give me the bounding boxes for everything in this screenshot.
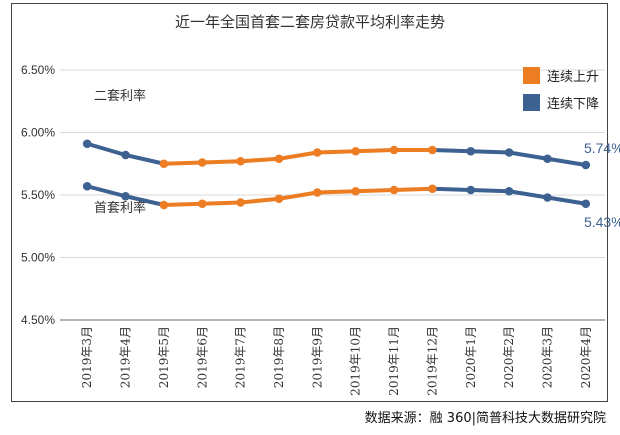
second-home-rate-point (389, 145, 399, 155)
second-home-rate-point (197, 158, 207, 167)
second-home-rate-segment (238, 156, 281, 164)
first-home-rate-point (236, 198, 245, 207)
second-home-rate-segment (200, 159, 243, 165)
first-home-rate-segment (85, 184, 128, 199)
first-home-rate-point (581, 199, 591, 209)
first-home-rate-point (82, 181, 92, 191)
series-label-second-home: 二套利率 (94, 88, 146, 104)
source-note: 数据来源：融 360|简普科技大数据研究院 (364, 411, 606, 426)
first-home-rate-point (428, 184, 437, 194)
x-tick-label: 2019年3月 (80, 326, 94, 388)
x-tick-label: 2020年3月 (540, 326, 554, 388)
legend-label: 连续上升 (547, 69, 599, 85)
second-home-rate-point (504, 148, 514, 157)
first-home-rate-segment (545, 195, 588, 206)
first-home-rate-segment (200, 200, 243, 206)
y-tick-label: 5.50% (21, 188, 55, 202)
x-tick-label: 2019年10月 (349, 326, 363, 396)
series-label-first-home: 首套利率 (94, 200, 146, 216)
second-home-rate-segment (276, 150, 320, 161)
second-home-rate-point (313, 148, 322, 157)
second-home-rate-segment (430, 148, 473, 154)
chart-frame (11, 3, 608, 402)
y-tick-label: 6.50% (21, 63, 55, 77)
second-home-rate-point (274, 154, 284, 164)
x-tick-label: 2019年8月 (272, 326, 286, 388)
second-home-rate-segment (161, 160, 205, 166)
first-home-rate-point (504, 186, 514, 196)
first-home-rate-point (543, 193, 552, 202)
second-home-rate-point (543, 154, 552, 164)
y-tick-label: 5.00% (21, 251, 55, 265)
x-tick-label: 2019年11月 (387, 326, 401, 396)
first-home-rate-segment (430, 186, 473, 192)
x-tick-label: 2019年12月 (425, 326, 439, 396)
x-tick-label: 2019年4月 (119, 326, 133, 388)
second-home-rate-point (236, 156, 245, 166)
first-home-rate-segment (392, 186, 435, 192)
second-home-rate-point (428, 145, 437, 155)
first-home-rate-point (351, 186, 360, 196)
first-home-rate-segment (161, 201, 205, 207)
first-home-rate-point (313, 188, 322, 197)
second-home-rate-segment (123, 153, 166, 166)
second-home-rate-point (466, 146, 476, 156)
end-value-second-home: 5.74% (584, 140, 620, 156)
first-home-rate-point (159, 200, 169, 210)
second-home-rate-point (581, 160, 591, 170)
y-tick-label: 4.50% (21, 313, 55, 327)
second-home-rate-segment (507, 150, 550, 161)
first-home-rate-segment (353, 188, 397, 194)
second-home-rate-segment (468, 149, 512, 155)
legend-label: 连续下降 (547, 96, 599, 112)
legend-swatch (523, 67, 540, 84)
second-home-rate-segment (545, 156, 588, 167)
chart-title: 近一年全国首套二套房贷款平均利率走势 (175, 13, 445, 31)
second-home-rate-point (121, 150, 130, 160)
x-tick-label: 2020年2月 (502, 326, 516, 388)
first-home-rate-segment (123, 194, 166, 207)
legend-swatch (523, 94, 540, 111)
x-tick-label: 2020年1月 (464, 326, 478, 388)
second-home-rate-point (159, 159, 169, 169)
x-tick-label: 2019年5月 (157, 326, 171, 388)
end-value-first-home: 5.43% (584, 214, 620, 230)
first-home-rate-segment (507, 189, 550, 200)
second-home-rate-point (82, 139, 92, 149)
first-home-rate-segment (238, 196, 281, 205)
first-home-rate-segment (276, 190, 320, 201)
first-home-rate-segment (468, 188, 512, 194)
x-tick-label: 2019年7月 (234, 326, 248, 388)
first-home-rate-point (121, 191, 130, 201)
x-tick-label: 2019年6月 (195, 326, 209, 388)
second-home-rate-segment (353, 148, 397, 154)
first-home-rate-point (274, 194, 284, 204)
x-tick-label: 2019年9月 (310, 326, 324, 388)
x-tick-label: 2020年4月 (579, 326, 593, 388)
first-home-rate-segment (315, 189, 358, 195)
first-home-rate-point (466, 185, 476, 195)
second-home-rate-segment (85, 141, 128, 157)
second-home-rate-segment (315, 149, 358, 155)
second-home-rate-point (351, 146, 360, 156)
first-home-rate-point (197, 199, 207, 209)
y-tick-label: 6.00% (21, 126, 55, 140)
first-home-rate-point (389, 185, 399, 195)
